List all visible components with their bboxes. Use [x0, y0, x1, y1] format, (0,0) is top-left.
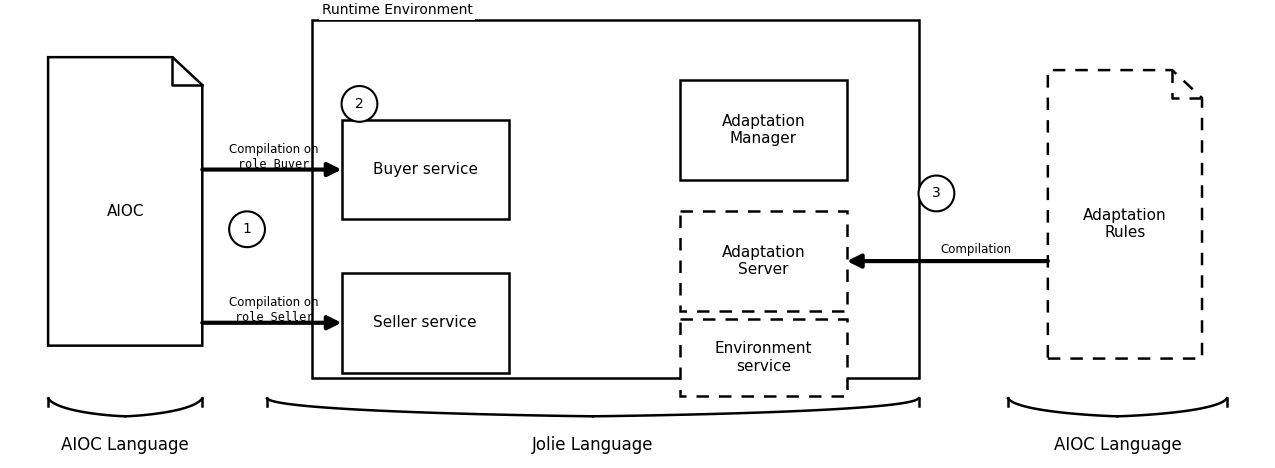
- Text: 2: 2: [356, 97, 363, 111]
- Text: Compilation: Compilation: [941, 242, 1012, 256]
- Text: Adaptation
Rules: Adaptation Rules: [1084, 208, 1167, 241]
- Text: Runtime Environment: Runtime Environment: [321, 3, 473, 17]
- Circle shape: [342, 86, 377, 122]
- Text: AIOC: AIOC: [106, 204, 144, 219]
- Bar: [680, 319, 847, 396]
- Polygon shape: [1048, 70, 1202, 358]
- Text: Environment
service: Environment service: [714, 341, 812, 374]
- Circle shape: [918, 176, 954, 212]
- Text: AIOC Language: AIOC Language: [1053, 436, 1182, 454]
- Text: 3: 3: [932, 186, 941, 200]
- Text: Seller service: Seller service: [374, 315, 477, 330]
- Text: Adaptation
Server: Adaptation Server: [722, 245, 805, 277]
- Text: Buyer service: Buyer service: [372, 162, 478, 177]
- Text: role Buyer: role Buyer: [238, 158, 310, 171]
- Text: Adaptation
Manager: Adaptation Manager: [722, 114, 805, 146]
- Circle shape: [230, 212, 265, 247]
- Text: role Seller: role Seller: [235, 311, 314, 324]
- Bar: [342, 120, 509, 219]
- Text: Compilation on: Compilation on: [230, 296, 319, 309]
- Text: Jolie Language: Jolie Language: [532, 436, 654, 454]
- Bar: [680, 80, 847, 180]
- Text: AIOC Language: AIOC Language: [61, 436, 189, 454]
- Bar: [680, 212, 847, 311]
- Bar: [342, 273, 509, 373]
- Text: 1: 1: [242, 222, 251, 236]
- Polygon shape: [48, 57, 203, 346]
- Text: Compilation on: Compilation on: [230, 143, 319, 156]
- Bar: [311, 20, 918, 379]
